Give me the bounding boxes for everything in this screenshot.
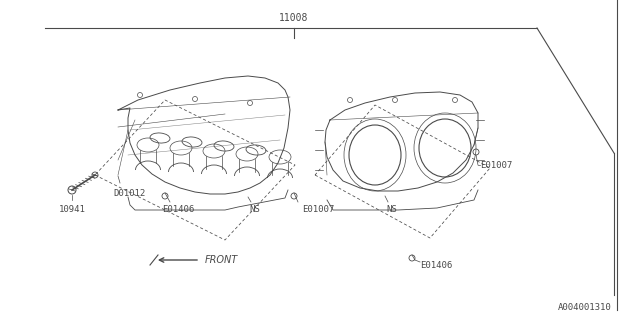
- Text: NS: NS: [250, 205, 260, 214]
- Text: A004001310: A004001310: [558, 302, 612, 311]
- Text: E01406: E01406: [420, 260, 452, 269]
- Text: NS: NS: [387, 205, 397, 214]
- Text: FRONT: FRONT: [205, 255, 238, 265]
- Text: E01007: E01007: [480, 161, 512, 170]
- Text: 11008: 11008: [279, 13, 308, 23]
- Text: D01012: D01012: [114, 188, 146, 197]
- Text: 10941: 10941: [59, 205, 85, 214]
- Text: E01007: E01007: [302, 205, 334, 214]
- Text: E01406: E01406: [162, 205, 194, 214]
